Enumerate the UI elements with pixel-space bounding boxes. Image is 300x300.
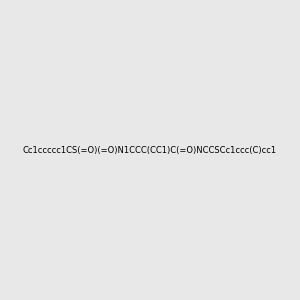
Text: Cc1ccccc1CS(=O)(=O)N1CCC(CC1)C(=O)NCCSCc1ccc(C)cc1: Cc1ccccc1CS(=O)(=O)N1CCC(CC1)C(=O)NCCSCc… [23, 146, 277, 154]
